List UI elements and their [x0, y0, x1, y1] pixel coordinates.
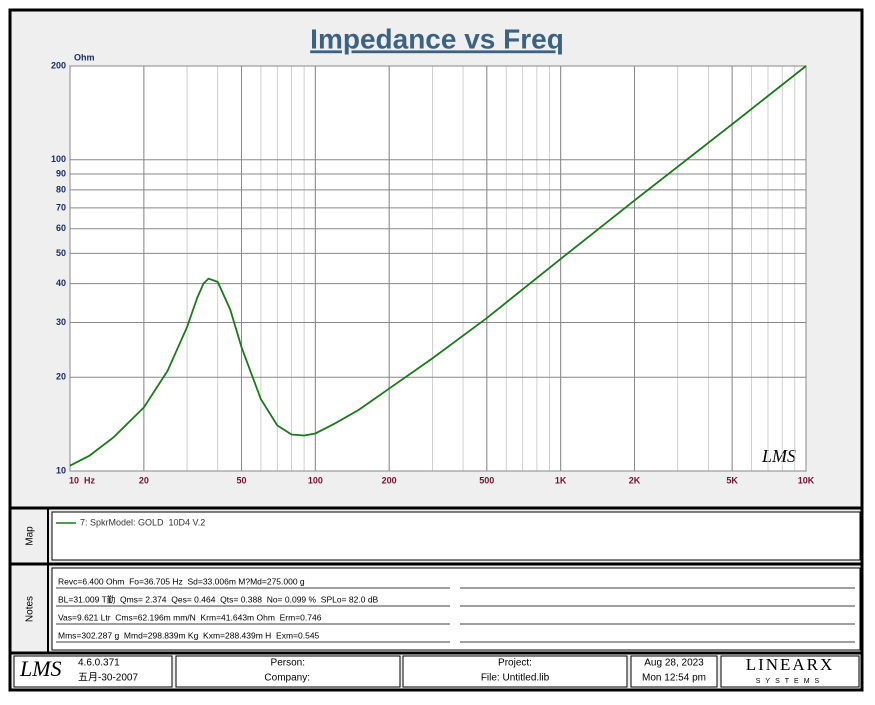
- x-tick-label: 50: [236, 475, 246, 485]
- x-tick-label: 20: [139, 475, 149, 485]
- y-tick-label: 60: [56, 223, 66, 233]
- panel-label: Map: [25, 526, 36, 546]
- note: Mms=302.287 g Mmd=298.839m Kg Kxm=288.43…: [58, 630, 320, 640]
- x-tick-label: 1K: [555, 475, 567, 485]
- x-tick-label: 10 Hz: [69, 475, 96, 485]
- y-tick-label: 100: [51, 154, 66, 164]
- logo: LMS: [19, 656, 62, 681]
- version: 4.6.0.371: [78, 658, 120, 669]
- legend-label: 7: SpkrModel: GOLD 10D4 V.2: [80, 517, 205, 527]
- panel-label: Notes: [25, 596, 36, 622]
- note: Revc=6.400 Ohm Fo=36.705 Hz Sd=33.006m M…: [58, 576, 305, 586]
- y-tick-label: 40: [56, 278, 66, 288]
- notes-box: [51, 567, 861, 651]
- y-tick-label: 80: [56, 184, 66, 194]
- project: Project:: [498, 658, 532, 669]
- company: Company:: [264, 673, 310, 684]
- date: Aug 28, 2023: [644, 658, 704, 669]
- person: Person:: [271, 658, 305, 669]
- x-tick-label: 200: [382, 475, 397, 485]
- plot-area: [69, 65, 807, 472]
- grid: [69, 65, 807, 472]
- y-tick-label: 200: [51, 60, 66, 70]
- y-tick-label: 10: [56, 465, 66, 475]
- y-tick-label: 20: [56, 372, 66, 382]
- x-tick-label: 2K: [629, 475, 641, 485]
- file: File: Untitled.lib: [481, 673, 550, 684]
- chart-title: Impedance vs Freq: [310, 23, 564, 54]
- brand-sub: SYSTEMS: [756, 678, 824, 685]
- y-tick-label: 90: [56, 168, 66, 178]
- line-series: [69, 65, 807, 467]
- note: BL=31.009 T勤 Qms= 2.374 Qes= 0.464 Qts= …: [58, 594, 379, 604]
- map-box: [51, 511, 861, 561]
- y-tick-label: 50: [56, 248, 66, 258]
- note: Vas=9.621 Ltr Cms=62.196m mm/N Krm=41.64…: [58, 612, 322, 622]
- x-tick-label: 10K: [798, 475, 815, 485]
- x-tick-label: 100: [308, 475, 323, 485]
- x-tick-label: 500: [479, 475, 494, 485]
- watermark: LMS: [761, 446, 796, 466]
- x-tick-label: 5K: [726, 475, 738, 485]
- y-tick-label: 30: [56, 317, 66, 327]
- y-tick-label: 70: [56, 202, 66, 212]
- time: Mon 12:54 pm: [642, 673, 706, 684]
- footer-cells: [13, 655, 860, 688]
- y-unit: Ohm: [74, 52, 95, 62]
- brand: LINEARX: [746, 655, 835, 674]
- build-date: 五月-30-2007: [78, 672, 138, 684]
